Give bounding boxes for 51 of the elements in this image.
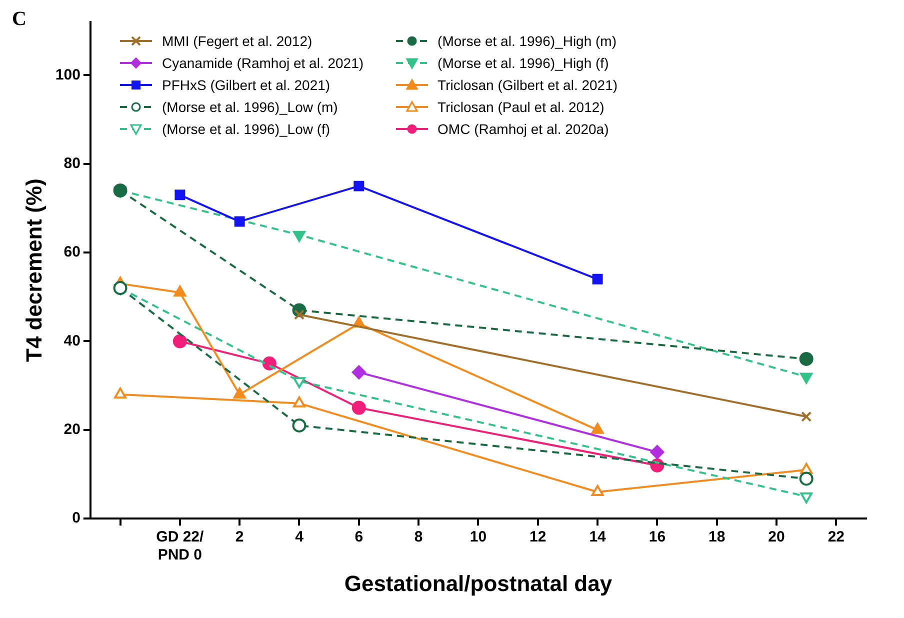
legend-label: Triclosan (Gilbert et al. 2021) xyxy=(438,77,618,93)
point xyxy=(591,484,604,496)
x-tick-label: 22 xyxy=(828,528,845,546)
x-tick-label: 14 xyxy=(589,528,607,546)
x-tick-label: 12 xyxy=(530,528,546,546)
legend-label: OMC (Ramhoj et al. 2020a) xyxy=(438,121,609,137)
point xyxy=(801,411,812,422)
point xyxy=(234,216,245,227)
point xyxy=(352,400,366,415)
point xyxy=(113,183,128,198)
y-tick-label: 80 xyxy=(64,155,80,172)
x-tick-label: 6 xyxy=(354,528,364,546)
point xyxy=(352,365,366,380)
point xyxy=(113,281,128,296)
point xyxy=(591,422,604,434)
point xyxy=(650,445,664,460)
x-tick-label: 20 xyxy=(768,528,785,546)
x-tick-label: 4 xyxy=(295,528,304,546)
legend-label: Triclosan (Paul et al. 2012) xyxy=(438,99,604,115)
point xyxy=(293,396,306,408)
point xyxy=(799,472,814,486)
point xyxy=(799,352,814,366)
x-tick-label: 2 xyxy=(235,528,244,546)
chart-title: C xyxy=(12,8,26,30)
legend-label: (Morse et al. 1996)_Low (f) xyxy=(162,121,330,137)
point xyxy=(172,334,187,348)
y-tick-label: 100 xyxy=(55,66,80,84)
point xyxy=(354,180,364,192)
y-tick-label: 40 xyxy=(64,332,80,350)
y-tick-label: 60 xyxy=(64,244,80,261)
x-axis-title: Gestational/postnatal day xyxy=(344,570,613,596)
legend-label: MMI (Fegert et al. 2012) xyxy=(162,33,312,49)
legend-label: (Morse et al. 1996)_High (m) xyxy=(438,33,616,49)
x-tick-label: GD 22/ PND 0 xyxy=(156,528,204,564)
x-tick-label: 18 xyxy=(708,528,726,546)
point xyxy=(174,285,186,296)
point xyxy=(292,418,306,432)
legend-label: (Morse et al. 1996)_High (f) xyxy=(438,55,609,71)
point xyxy=(233,387,246,398)
legend-label: (Morse et al. 1996)_Low (m) xyxy=(162,99,338,115)
point xyxy=(114,387,126,398)
y-tick-label: 0 xyxy=(72,510,80,527)
y-tick-label: 20 xyxy=(64,421,80,438)
x-tick-label: 10 xyxy=(470,528,487,546)
legend-label: Cyanamide (Ramhoj et al. 2021) xyxy=(162,55,364,71)
point xyxy=(592,274,603,284)
x-tick-label: 16 xyxy=(648,528,666,546)
x-tick-label: 8 xyxy=(414,528,423,546)
y-axis-title: T4 decrement (%) xyxy=(21,178,46,362)
legend-label: PFHxS (Gilbert et al. 2021) xyxy=(162,77,330,93)
point xyxy=(174,190,186,200)
